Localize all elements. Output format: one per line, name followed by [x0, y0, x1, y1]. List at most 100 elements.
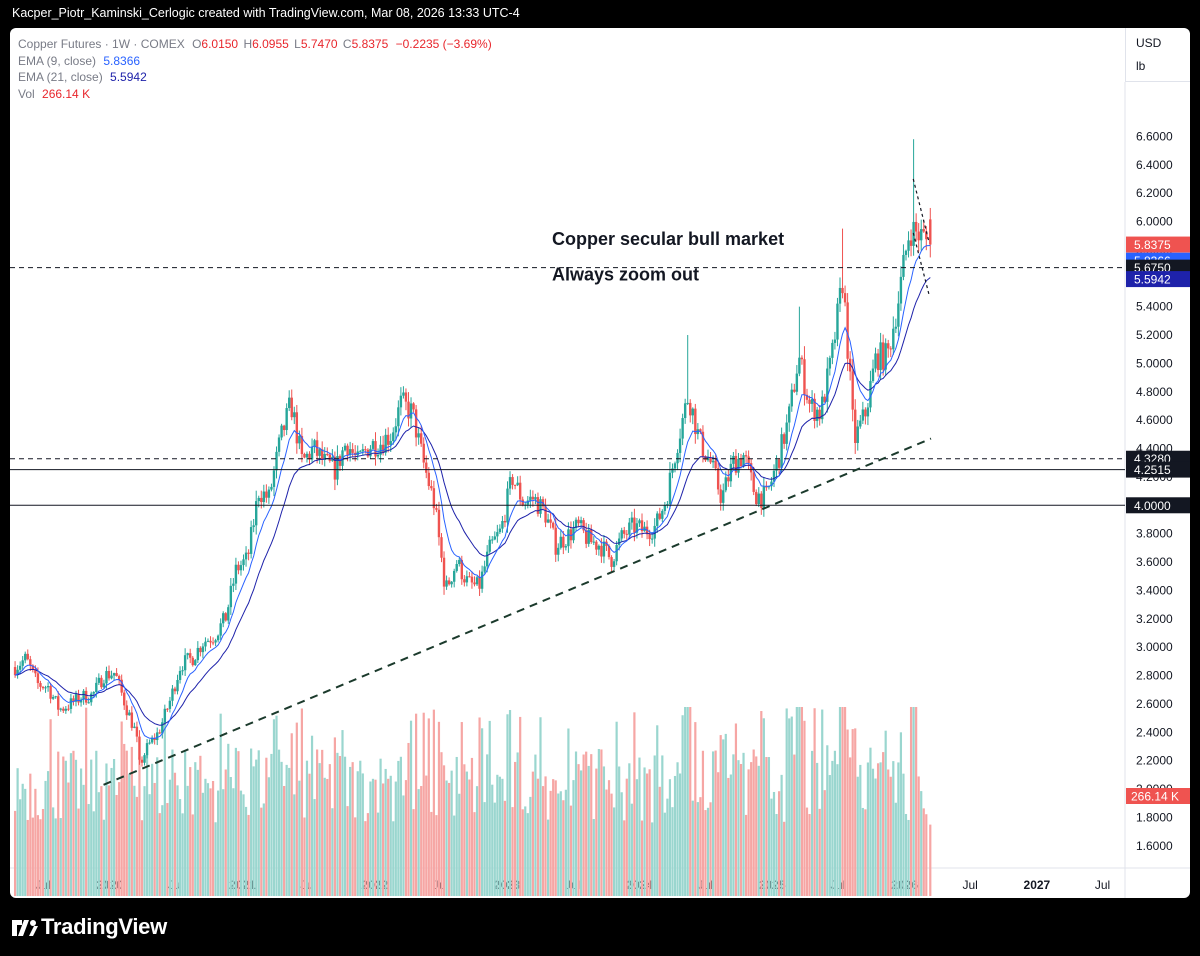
volume-bar — [547, 819, 550, 896]
volume-bar — [308, 773, 311, 896]
candle-body — [234, 564, 238, 584]
volume-bar — [392, 821, 395, 896]
volume-bar — [732, 754, 735, 896]
volume-bar — [706, 807, 710, 896]
volume-bar — [394, 781, 397, 896]
candle-body — [859, 420, 862, 427]
volume-bar — [371, 778, 375, 896]
candle-body — [186, 653, 189, 656]
volume-bar — [102, 819, 106, 896]
volume-bar — [120, 721, 123, 896]
legend-ohlc-row: Copper Futures · 1W · COMEX O6.0150 H6.0… — [18, 36, 492, 53]
candle-body — [625, 533, 628, 535]
wedge-line — [912, 178, 930, 243]
volume-bar — [475, 786, 479, 896]
volume-bar — [800, 707, 804, 896]
volume-bar — [257, 750, 260, 896]
candle-body — [46, 686, 50, 688]
legend-ema21-value: 5.5942 — [110, 70, 147, 84]
candle-body — [691, 408, 694, 416]
volume-bar — [757, 765, 760, 896]
volume-bar — [678, 773, 682, 896]
candle-body — [615, 544, 618, 562]
volume-bar — [526, 813, 529, 896]
candle-body — [681, 418, 684, 439]
volume-bar — [717, 772, 720, 896]
volume-bar — [882, 752, 885, 896]
legend-symbol[interactable]: Copper Futures · 1W · COMEX — [18, 37, 185, 51]
volume-bar — [31, 817, 34, 896]
y-tick-label: 2.8000 — [1136, 669, 1173, 683]
volume-bar — [468, 779, 471, 896]
candle-body — [158, 732, 161, 734]
legend-ema21-row[interactable]: EMA (21, close) 5.5942 — [18, 69, 492, 86]
candle-body — [300, 435, 304, 455]
units-box[interactable]: USD lb — [1125, 28, 1190, 82]
candle-body — [879, 342, 882, 371]
legend-ema9-row[interactable]: EMA (9, close) 5.8366 — [18, 53, 492, 70]
legend-change: −0.2235 (−3.69%) — [395, 37, 492, 51]
volume-bar — [359, 760, 362, 896]
volume-bar — [887, 769, 890, 896]
volume-bar — [744, 814, 748, 896]
volume-bar — [239, 790, 243, 896]
volume-bar — [729, 774, 732, 896]
candle-body — [214, 640, 217, 643]
candle-body — [257, 497, 260, 502]
candle-body — [765, 486, 768, 488]
currency-label[interactable]: USD — [1136, 36, 1162, 50]
volume-bar — [785, 708, 788, 896]
volume-bar — [280, 761, 283, 896]
candle-body — [574, 519, 578, 528]
volume-bar — [777, 791, 781, 896]
legend-vol-label: Vol — [18, 86, 35, 101]
volume-bar — [894, 802, 897, 896]
volume-bar — [178, 799, 182, 896]
candle-body — [100, 677, 103, 688]
candle-body — [272, 470, 276, 487]
volume-bar — [772, 791, 776, 896]
legend-vol-row[interactable]: Vol 266.14 K — [18, 86, 492, 103]
candle-body — [871, 368, 875, 382]
volume-bar — [173, 772, 177, 896]
candle-body — [732, 455, 735, 464]
volume-bar — [237, 751, 240, 896]
volume-bar — [681, 715, 684, 896]
volume-bar — [176, 785, 179, 896]
candle-body — [866, 407, 870, 417]
volume-bar — [648, 769, 651, 896]
candle-body — [785, 422, 788, 444]
volume-bar — [79, 768, 83, 896]
candle-body — [404, 392, 408, 402]
candle-body — [51, 697, 55, 699]
candle-body — [194, 660, 197, 666]
volume-bar — [153, 782, 156, 896]
candle-body — [689, 402, 692, 416]
volume-bar — [374, 779, 377, 896]
volume-bar — [874, 778, 877, 896]
volume-bar — [884, 730, 887, 896]
candle-body — [191, 657, 194, 666]
candle-body — [206, 640, 210, 642]
candle-body — [425, 462, 428, 473]
price-labels: 5.83755.83665.67505.59424.32804.25154.00… — [1126, 236, 1190, 804]
candle-body — [534, 497, 537, 500]
unit-label[interactable]: lb — [1136, 59, 1146, 73]
volume-bar — [846, 729, 849, 896]
volume-bar — [590, 754, 593, 896]
volume-bar — [95, 750, 98, 896]
volume-bar — [920, 791, 923, 896]
chart-frame: 1.60001.80002.00002.20002.40002.60002.80… — [10, 28, 1190, 898]
volume-bar — [356, 771, 359, 896]
chart-canvas[interactable]: 1.60001.80002.00002.20002.40002.60002.80… — [10, 28, 1190, 898]
volume-bar — [854, 728, 857, 896]
volume-bar — [770, 798, 773, 896]
candle-body — [899, 276, 903, 304]
volume-bar — [567, 728, 570, 896]
volume-bar — [247, 814, 250, 896]
volume-bar — [511, 807, 514, 896]
candle-body — [526, 500, 529, 505]
candle-body — [851, 371, 854, 410]
candle-body — [516, 482, 519, 486]
legend-ema9-value: 5.8366 — [103, 53, 141, 68]
